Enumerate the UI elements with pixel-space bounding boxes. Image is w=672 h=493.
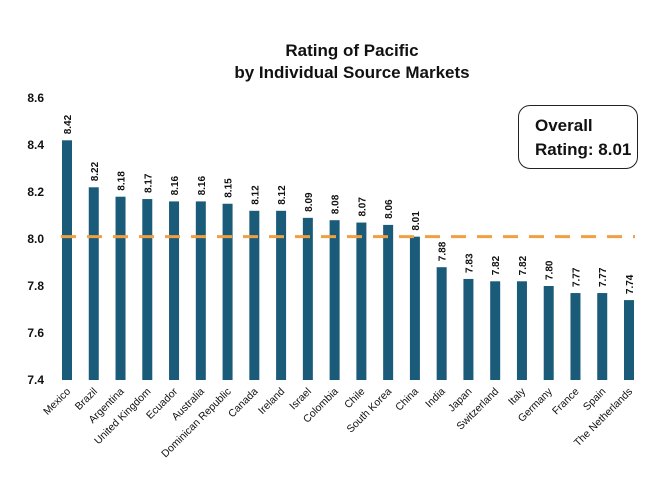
overall-rating-value: Rating: 8.01 [535,140,632,159]
chart-title-line1: Rating of Pacific [285,41,418,60]
bar [383,224,394,380]
bar [62,140,72,380]
bar-value-label: 7.82 [491,255,502,275]
bar [463,278,474,380]
bar-value-label: 8.06 [384,199,395,219]
bar-value-label: 7.88 [438,241,449,261]
bar [222,203,233,380]
x-category-label: France [550,386,582,418]
bar [249,210,260,380]
bar [115,196,126,380]
bar-value-label: 8.18 [117,171,128,191]
bar [88,187,99,380]
x-category-label: Mexico [41,386,73,418]
bar-value-label: 8.08 [331,194,342,214]
bar-value-label: 8.07 [357,197,368,217]
y-tick-label: 7.8 [27,279,44,293]
x-category-label: Canada [226,386,261,421]
bar [169,201,180,380]
y-tick-label: 8.0 [27,232,44,246]
bar [490,281,501,380]
x-category-label: China [393,386,421,414]
bar-value-label: 8.12 [277,185,288,205]
y-tick-label: 7.6 [27,326,44,340]
y-tick-label: 7.4 [27,373,44,387]
x-category-label: Ireland [256,386,287,417]
bar [142,199,153,380]
x-category-label: India [423,386,448,411]
bar-value-label: 8.22 [90,161,101,181]
bar-value-label: 8.15 [224,178,235,198]
bar-value-label: 8.01 [411,211,422,231]
bar-value-label: 7.77 [571,267,582,287]
y-tick-label: 8.4 [27,138,44,152]
bar [543,286,554,380]
bar [516,281,527,380]
y-tick-label: 8.6 [27,91,44,105]
bar-value-label: 7.77 [598,267,609,287]
bar-value-label: 7.80 [545,260,556,280]
bar-value-label: 7.74 [625,274,636,294]
y-tick-label: 8.2 [27,185,44,199]
bar-value-label: 8.16 [170,175,181,195]
overall-rating-label: Overall [535,116,593,135]
bar [195,201,206,380]
bar [302,217,313,380]
bar-value-label: 8.42 [63,114,74,134]
bar [356,222,367,380]
bar [409,236,420,380]
bar [624,300,634,380]
bar [276,210,287,380]
bar-value-label: 8.17 [143,173,154,193]
bar-value-label: 8.12 [250,185,261,205]
bar [570,293,581,380]
overall-rating-box: Overall Rating: 8.01 [518,105,638,169]
bar-value-label: 7.82 [518,255,529,275]
bar-value-label: 8.16 [197,175,208,195]
bar [597,293,608,380]
bar [329,220,340,380]
bar [436,267,447,380]
bar-value-label: 8.09 [304,192,315,212]
x-category-label: Italy [506,385,529,408]
chart-title-line2: by Individual Source Markets [234,63,469,82]
bar-value-label: 7.83 [464,253,475,273]
